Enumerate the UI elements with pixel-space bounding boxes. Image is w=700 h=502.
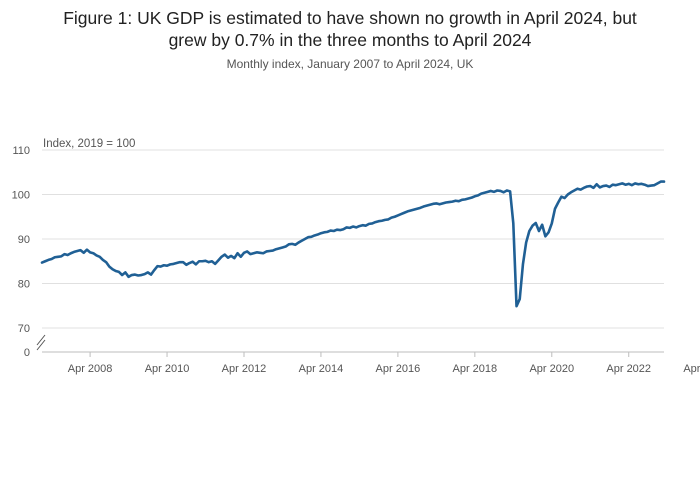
- x-tick-label: Apr 2014: [299, 363, 344, 375]
- x-tick-label: Apr 2010: [145, 363, 190, 375]
- y-axis: 110 100 90 80 70 0: [12, 145, 30, 359]
- y-tick-label: 90: [18, 234, 30, 246]
- chart-subtitle: Monthly index, January 2007 to April 202…: [226, 57, 474, 71]
- y-tick-label: 110: [12, 145, 30, 157]
- x-tick-label: Apr 2020: [529, 363, 574, 375]
- chart-title-line-1: Figure 1: UK GDP is estimated to have sh…: [63, 8, 637, 28]
- axis-break-gap: [36, 333, 48, 347]
- y-tick-label: 80: [18, 279, 30, 291]
- y-tick-label: 0: [24, 347, 30, 359]
- y-tick-label: 70: [18, 323, 30, 335]
- chart-title-line-2: grew by 0.7% in the three months to Apri…: [168, 30, 532, 50]
- x-tick-label: Apr 2008: [68, 363, 113, 375]
- x-tick-label: Apr 2016: [376, 363, 421, 375]
- y-tick-label: 100: [12, 190, 30, 202]
- x-tick-label: Apr 2018: [453, 363, 498, 375]
- x-tick-label: Apr 2012: [222, 363, 267, 375]
- x-tick-label: Apr 2024: [683, 363, 700, 375]
- chart-title: Figure 1: UK GDP is estimated to have sh…: [0, 7, 700, 51]
- x-tick-label: Apr 2022: [606, 363, 651, 375]
- axis-break-slash: [36, 334, 46, 346]
- axis-break-slash: [36, 339, 46, 351]
- series-line-gdp-index: [40, 180, 666, 308]
- axis-break-marker: [36, 333, 48, 351]
- y-axis-label: Index, 2019 = 100: [43, 138, 135, 150]
- x-axis: Apr 2008 Apr 2010 Apr 2012 Apr 2014 Apr 2016…: [68, 352, 700, 375]
- gridlines: [42, 149, 664, 353]
